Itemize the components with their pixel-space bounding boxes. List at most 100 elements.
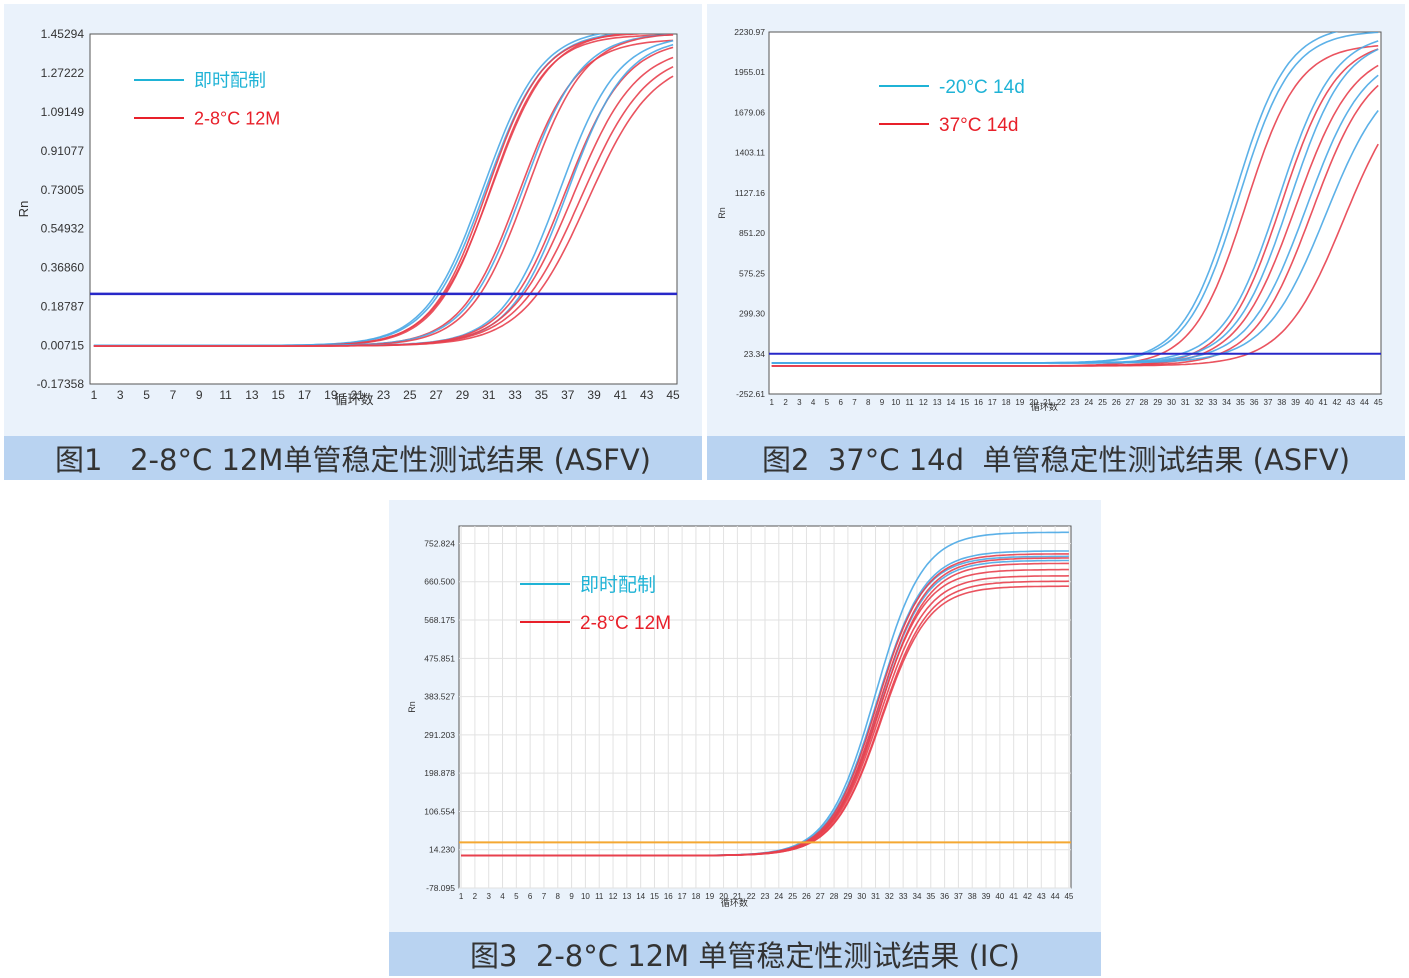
- x-tick-label: 6: [838, 398, 843, 407]
- y-tick-label: 1679.06: [734, 107, 765, 117]
- x-tick-label: 38: [1277, 398, 1286, 407]
- x-tick-label: 16: [664, 892, 673, 901]
- x-tick-label: 15: [650, 892, 659, 901]
- x-tick-label: 14: [636, 892, 645, 901]
- x-tick-label: 21: [1043, 398, 1052, 407]
- x-tick-label: 29: [456, 388, 470, 402]
- x-tick-label: 23: [761, 892, 770, 901]
- x-axis-label: 循环数: [1031, 401, 1058, 412]
- x-tick-label: 29: [1153, 398, 1162, 407]
- x-tick-label: 4: [500, 892, 505, 901]
- y-tick-label: -0.17358: [37, 377, 85, 391]
- y-tick-label: 752.824: [424, 538, 455, 548]
- x-tick-label: 11: [219, 388, 232, 402]
- plot-area: [768, 31, 1382, 395]
- x-tick-label: 33: [899, 892, 908, 901]
- x-tick-label: 5: [143, 388, 150, 402]
- x-tick-label: 38: [968, 892, 977, 901]
- y-tick-label: 0.18787: [41, 299, 85, 313]
- y-tick-label: 0.36860: [41, 261, 85, 275]
- x-tick-label: 21: [733, 892, 742, 901]
- x-tick-label: 18: [1002, 398, 1011, 407]
- x-tick-label: 23: [1071, 398, 1080, 407]
- x-tick-label: 16: [974, 398, 983, 407]
- y-tick-label: 475.851: [424, 653, 455, 663]
- x-tick-label: 8: [866, 398, 871, 407]
- x-tick-label: 41: [1009, 892, 1018, 901]
- y-tick-label: 1.09149: [41, 105, 85, 119]
- chart-panel-3: 752.824 660.500 568.175 475.851 383.527 291.2…: [389, 500, 1101, 932]
- y-tick-label: 2230.97: [734, 27, 765, 37]
- x-tick-label: 15: [960, 398, 969, 407]
- x-tick-label: 35: [1236, 398, 1245, 407]
- x-tick-label: 10: [891, 398, 900, 407]
- x-tick-label: 44: [1051, 892, 1060, 901]
- x-tick-label: 17: [678, 892, 687, 901]
- x-tick-label: 20: [719, 892, 728, 901]
- x-tick-label: 29: [843, 892, 852, 901]
- y-tick-label: 568.175: [424, 615, 455, 625]
- x-tick-label: 42: [1332, 398, 1341, 407]
- x-tick-label: 3: [486, 892, 491, 901]
- y-tick-label: 299.30: [739, 309, 765, 319]
- x-tick-label: 39: [982, 892, 991, 901]
- x-tick-label: 44: [1360, 398, 1369, 407]
- x-tick-label: 1: [91, 388, 98, 402]
- x-tick-label: 25: [788, 892, 797, 901]
- x-tick-label: 5: [825, 398, 830, 407]
- x-tick-label: 18: [691, 892, 700, 901]
- x-tick-label: 31: [482, 388, 496, 402]
- x-tick-label: 31: [1181, 398, 1190, 407]
- x-tick-label: 40: [995, 892, 1004, 901]
- x-tick-label: 9: [880, 398, 885, 407]
- y-tick-label: 575.25: [739, 268, 765, 278]
- x-tick-label: 27: [1126, 398, 1135, 407]
- y-tick-label: 0.73005: [41, 183, 85, 197]
- x-tick-label: 20: [1029, 398, 1038, 407]
- x-tick-label: 19: [324, 388, 338, 402]
- x-tick-label: 17: [988, 398, 997, 407]
- x-tick-label: 4: [811, 398, 816, 407]
- chart-2-svg: 2230.97 1955.01 1679.06 1403.11 1127.16 851.2…: [717, 27, 1383, 412]
- x-tick-label: 36: [1250, 398, 1259, 407]
- x-tick-label: 34: [913, 892, 922, 901]
- x-tick-label: 32: [885, 892, 894, 901]
- x-tick-label: 31: [871, 892, 880, 901]
- caption-1: 图1 2-8°C 12M单管稳定性测试结果 (ASFV): [4, 436, 702, 480]
- x-tick-label: 11: [905, 398, 914, 407]
- series-group: [461, 531, 1069, 857]
- x-tick-label: 1: [770, 398, 775, 407]
- y-tick-label: 0.54932: [41, 222, 85, 236]
- x-tick-label: 7: [852, 398, 857, 407]
- x-tick-label: 3: [797, 398, 802, 407]
- x-tick-label: 45: [1374, 398, 1383, 407]
- x-tick-label: 2: [783, 398, 788, 407]
- x-tick-label: 21: [350, 388, 364, 402]
- series-group: [93, 34, 674, 347]
- y-tick-label: 1.27222: [41, 66, 85, 80]
- x-tick-label: 45: [1064, 892, 1073, 901]
- y-tick-label: 1955.01: [734, 67, 765, 77]
- x-tick-label: 24: [774, 892, 783, 901]
- y-tick-label: 1.45294: [41, 27, 85, 41]
- y-tick-label: 383.527: [424, 692, 455, 702]
- y-tick-label: -78.095: [426, 883, 455, 893]
- x-tick-label: 33: [1208, 398, 1217, 407]
- x-tick-label: 15: [272, 388, 286, 402]
- x-tick-label: 43: [1346, 398, 1355, 407]
- legend-label: 37°C 14d: [939, 115, 1018, 136]
- x-tick-label: 7: [170, 388, 177, 402]
- x-tick-label: 19: [1015, 398, 1024, 407]
- x-tick-label: 14: [946, 398, 955, 407]
- x-axis-label: 循环数: [335, 392, 374, 407]
- series-line-red: [771, 143, 1379, 367]
- x-tick-label: 41: [614, 388, 628, 402]
- x-tick-label: 10: [581, 892, 590, 901]
- y-axis-label: Rn: [717, 207, 727, 219]
- x-tick-label: 37: [561, 388, 575, 402]
- x-tick-label: 11: [595, 892, 604, 901]
- x-tick-label: 26: [1112, 398, 1121, 407]
- x-axis-label: 循环数: [721, 897, 748, 908]
- y-tick-label: 660.500: [424, 577, 455, 587]
- x-tick-label: 22: [747, 892, 756, 901]
